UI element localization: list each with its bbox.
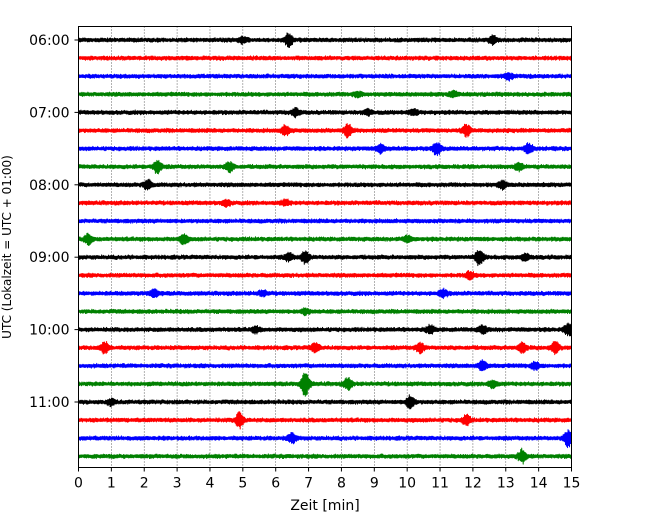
x-tick-label: 14	[530, 476, 548, 492]
y-axis-label: UTC (Lokalzeit = UTC + 01:00)	[0, 155, 14, 339]
trace-line	[78, 106, 572, 119]
y-tick-label: 08:00	[29, 178, 69, 194]
x-tick-label: 8	[337, 476, 346, 492]
x-tick-label: 13	[497, 476, 515, 492]
trace-line	[78, 218, 572, 224]
trace-line	[78, 198, 572, 208]
trace-line	[78, 55, 572, 61]
x-tick-label: 12	[464, 476, 482, 492]
trace-line	[78, 394, 572, 410]
y-tick-label: 07:00	[29, 105, 69, 121]
trace-line	[78, 307, 572, 317]
trace-line	[78, 71, 572, 82]
x-axis-ticks: 0 1 2 3 4 5 6 7 8 9 10 11 12 13 14 15	[74, 467, 581, 492]
x-tick-label: 11	[431, 476, 449, 492]
plot-frame	[78, 26, 572, 468]
trace-line	[78, 322, 572, 337]
trace-line	[78, 159, 572, 175]
seismic-traces	[78, 32, 572, 465]
x-axis-label: Zeit [min]	[290, 498, 359, 514]
trace-line	[78, 270, 572, 281]
trace-line	[78, 178, 572, 191]
trace-line	[78, 447, 572, 465]
x-tick-label: 10	[398, 476, 416, 492]
y-tick-label: 10:00	[29, 323, 69, 339]
trace-line	[78, 359, 572, 372]
trace-line	[78, 142, 572, 157]
trace-line	[78, 32, 572, 48]
x-tick-label: 3	[173, 476, 182, 492]
y-tick-label: 11:00	[29, 395, 69, 411]
x-tick-label: 2	[140, 476, 149, 492]
trace-line	[78, 341, 572, 356]
x-tick-label: 1	[107, 476, 116, 492]
y-tick-label: 06:00	[29, 33, 69, 49]
y-axis-ticks: 06:00 07:00 08:00 09:00 10:00 11:00	[29, 33, 79, 411]
trace-line	[78, 372, 572, 397]
x-tick-label: 4	[206, 476, 215, 492]
x-tick-label: 15	[563, 476, 581, 492]
x-tick-label: 7	[304, 476, 313, 492]
trace-line	[78, 287, 572, 300]
x-tick-label: 0	[74, 476, 83, 492]
y-tick-label: 09:00	[29, 250, 69, 266]
trace-line	[78, 89, 572, 99]
trace-line	[78, 429, 572, 449]
trace-line	[78, 232, 572, 246]
trace-line	[78, 411, 572, 430]
x-tick-label: 5	[238, 476, 247, 492]
trace-line	[78, 249, 572, 267]
x-tick-label: 9	[370, 476, 379, 492]
x-tick-label: 6	[271, 476, 280, 492]
trace-line	[78, 123, 572, 139]
